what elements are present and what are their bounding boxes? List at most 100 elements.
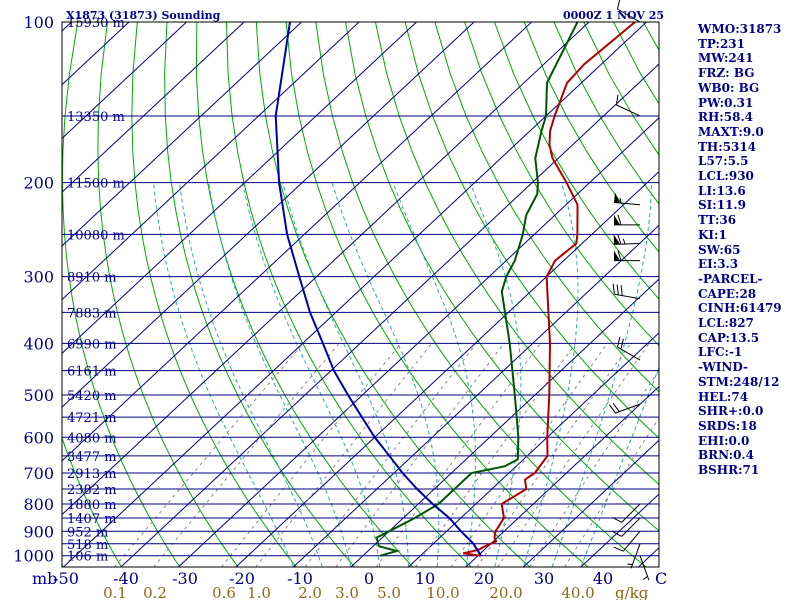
- dry-adiabat: [493, 22, 659, 300]
- temperature-tick-label: 10: [415, 569, 435, 588]
- pressure-tick-label: 500: [23, 386, 54, 405]
- index-row: SHR+:0.0: [698, 404, 764, 419]
- index-row: SI:11.9: [698, 198, 746, 213]
- index-row: CAPE:28: [698, 286, 757, 301]
- dry-adiabats: [62, 22, 659, 567]
- mixing-ratio-label: 0.6: [212, 584, 236, 600]
- mixing-ratio-line: [529, 369, 659, 567]
- height-label: 4080 m: [67, 431, 117, 446]
- height-label: 3477 m: [67, 450, 117, 465]
- moist-adiabat: [580, 366, 659, 567]
- index-row: PW:0.31: [698, 95, 754, 110]
- isotherm-line: [465, 385, 659, 567]
- pressure-unit-label: mb: [32, 569, 57, 588]
- mixing-ratio-line: [153, 342, 340, 567]
- isotherm-line: [62, 22, 72, 32]
- index-row: LFC:-1: [698, 345, 743, 360]
- pressure-tick-label: 100: [23, 13, 54, 32]
- temperature-tick-label: -20: [229, 569, 255, 588]
- height-label: 6990 m: [67, 337, 117, 352]
- dry-adiabat: [285, 22, 589, 567]
- height-label: 8910 m: [67, 271, 117, 286]
- dry-adiabat: [345, 22, 659, 532]
- height-label: 952 m: [67, 525, 108, 540]
- height-label: 518 m: [67, 538, 108, 553]
- wind-barb: [608, 402, 641, 414]
- isotherm-line: [63, 22, 647, 567]
- index-row: WMO:31873: [698, 22, 782, 36]
- wind-barb: [613, 234, 641, 245]
- mixing-ratio-label: 2.0: [298, 584, 322, 600]
- mixing-ratio-line: [450, 343, 608, 567]
- dry-adiabat: [434, 22, 659, 393]
- index-row: -PARCEL-: [698, 271, 763, 286]
- moist-adiabat: [392, 182, 476, 567]
- mixing-ratio-label: 5.0: [377, 584, 401, 600]
- index-row: MW:241: [698, 51, 754, 66]
- mixing-ratio-label: 40.0: [561, 584, 594, 600]
- mixing-ratio-line: [564, 417, 659, 567]
- mixing-ratio-line: [415, 343, 577, 567]
- isotherm-line: [293, 224, 659, 567]
- wind-barb: [612, 283, 641, 300]
- mixing-ratio-line: [304, 342, 477, 567]
- sounding-traces: [274, 22, 636, 557]
- mixing-ratio-unit-label: g/kg: [615, 584, 649, 600]
- temperature-tick-label: 30: [534, 569, 554, 588]
- index-row: CAP:13.5: [698, 330, 760, 345]
- index-row: CINH:61479: [698, 301, 782, 316]
- temperature-tick-label: 0: [364, 569, 374, 588]
- temperature-tick-label: -40: [113, 569, 139, 588]
- index-row: STM:248/12: [698, 374, 780, 389]
- moist-adiabat: [153, 182, 294, 567]
- pressure-tick-label: 300: [23, 268, 54, 287]
- index-row: MAXT:9.0: [698, 124, 764, 139]
- index-row: LI:13.6: [698, 183, 746, 198]
- isotherm-line: [62, 22, 532, 462]
- moist-adiabat: [469, 182, 522, 567]
- temperature-unit-label: C: [655, 569, 667, 588]
- index-row: HEL:74: [698, 389, 749, 404]
- height-label: 5420 m: [67, 389, 117, 404]
- dry-adiabat: [255, 22, 530, 567]
- mixing-ratio-lines: [114, 342, 659, 567]
- isobars: [62, 21, 659, 557]
- temperature-tick-label: 40: [593, 569, 613, 588]
- index-row: EHI:0.0: [698, 433, 750, 448]
- index-row: BSHR:71: [698, 463, 760, 478]
- moist-adiabat: [551, 182, 653, 567]
- height-label: 13350 m: [67, 110, 125, 125]
- mixing-ratio-label: 0.1: [103, 584, 127, 600]
- moist-adiabat: [208, 182, 352, 567]
- index-row: SW:65: [698, 242, 741, 257]
- height-label: 7883 m: [67, 306, 117, 321]
- isotherm-line: [235, 170, 659, 567]
- mixing-ratio-label: 1.0: [247, 584, 271, 600]
- height-label: 1407 m: [67, 512, 117, 527]
- indices-panel: WMO:31873 TP:231 MW:241 FRZ: BG WB0: BG PW:0.…: [698, 22, 798, 478]
- moist-adiabat: [522, 182, 579, 567]
- mixing-ratio-label: 20.0: [489, 584, 522, 600]
- pressure-tick-label: 200: [23, 174, 54, 193]
- dry-adiabat: [62, 436, 122, 567]
- index-row: L57:5.5: [698, 154, 749, 169]
- temperature-tick-label: -50: [53, 569, 79, 588]
- index-row: -WIND-: [698, 360, 748, 375]
- wind-barb: [612, 503, 641, 523]
- wind-barb: [614, 250, 640, 262]
- index-row: TT:36: [698, 213, 737, 228]
- height-label: 4721 m: [67, 411, 117, 426]
- sounding-title: X1873 (31873) Sounding: [66, 9, 221, 22]
- temperature-tick-label: -30: [172, 569, 198, 588]
- dry-adiabat: [404, 22, 659, 439]
- height-label: 2913 m: [67, 467, 117, 482]
- pressure-tick-label: 400: [23, 334, 54, 353]
- index-row: SRDS:18: [698, 418, 757, 433]
- moist-adiabat: [282, 182, 409, 567]
- temperature-tick-label: -10: [287, 569, 313, 588]
- dry-adiabat: [523, 22, 659, 253]
- dry-adiabat: [62, 563, 64, 567]
- isotherm-line: [62, 22, 417, 355]
